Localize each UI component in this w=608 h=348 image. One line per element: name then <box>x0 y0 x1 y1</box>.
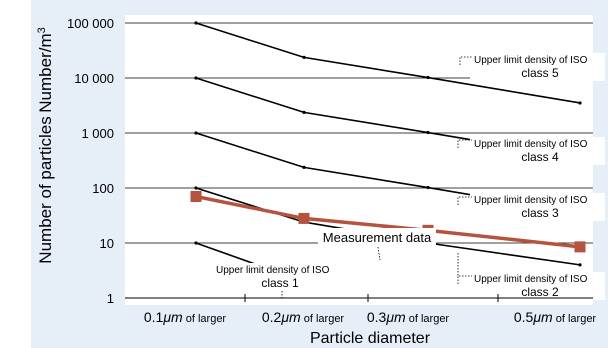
measurement-line <box>195 194 581 249</box>
iso-label-bg <box>210 263 350 291</box>
y-tick-label: 1 <box>107 291 114 306</box>
y-tick-label: 100 000 <box>67 16 114 31</box>
iso-class-label: Upper limit density of ISO class 2 <box>474 274 588 299</box>
x-tick-label: 0.2μm of larger <box>262 309 345 325</box>
iso-class-point <box>194 241 198 245</box>
measurement-point <box>190 191 202 203</box>
iso-class-point <box>302 55 306 59</box>
x-axis-title: Particle diameter <box>310 330 431 347</box>
x-tick-label: 0.5μm of larger <box>514 309 597 325</box>
iso-class-point <box>578 263 582 267</box>
iso-label-bg <box>470 53 605 81</box>
iso-class-point <box>426 130 430 135</box>
iso-class-label: Upper limit density of ISO class 3 <box>474 195 588 220</box>
iso-label-leader <box>459 56 472 65</box>
iso-label-bg <box>470 137 605 165</box>
y-axis-unit: Number/m <box>36 33 55 112</box>
annotation-layer: Upper limit density of ISO class 5 Upper l… <box>210 53 605 300</box>
iso-class-point <box>194 131 198 135</box>
x-tick-label: 0.3μm of larger <box>367 309 450 325</box>
iso-label-bg <box>470 193 605 221</box>
iso-class-label: Upper limit density of ISO class 5 <box>474 55 588 80</box>
iso-class-point <box>578 101 582 105</box>
iso-class-point <box>302 165 306 169</box>
y-axis-title-left: Number of particles <box>36 116 55 263</box>
y-tick-label: 100 <box>92 181 114 196</box>
measurement-point <box>574 241 586 253</box>
iso-class-point <box>194 21 198 25</box>
iso-class-label: Upper limit density of ISO class 1 <box>216 265 330 290</box>
iso-class-label: Upper limit density of ISO class 4 <box>474 139 588 164</box>
measurement-leader <box>377 246 381 261</box>
y-tick-label: 1 000 <box>81 126 114 141</box>
iso-class-line <box>195 22 581 104</box>
y-tick-label: 10 000 <box>74 71 114 86</box>
iso-class-point <box>426 75 430 80</box>
iso-class-point <box>194 186 198 190</box>
y-axis-title-right: Number/m3 <box>36 27 55 112</box>
iso-class-point <box>426 185 430 190</box>
y-axis-unit-exponent: 3 <box>36 27 48 33</box>
measurement-label-bg <box>318 228 436 246</box>
iso-class-point <box>194 76 198 80</box>
x-tick-label: 0.1μm of larger <box>144 309 227 325</box>
measurement-point <box>298 212 310 224</box>
axis-layer: 1 10 100 1 000 10 000 100 000 0.1μm of larger 0… <box>67 16 596 325</box>
iso-class-point <box>302 110 306 114</box>
series-layer <box>190 21 586 284</box>
iso-label-bg <box>470 272 605 300</box>
y-tick-label: 10 <box>100 236 114 251</box>
measurement-label: Measurement data <box>323 230 432 245</box>
